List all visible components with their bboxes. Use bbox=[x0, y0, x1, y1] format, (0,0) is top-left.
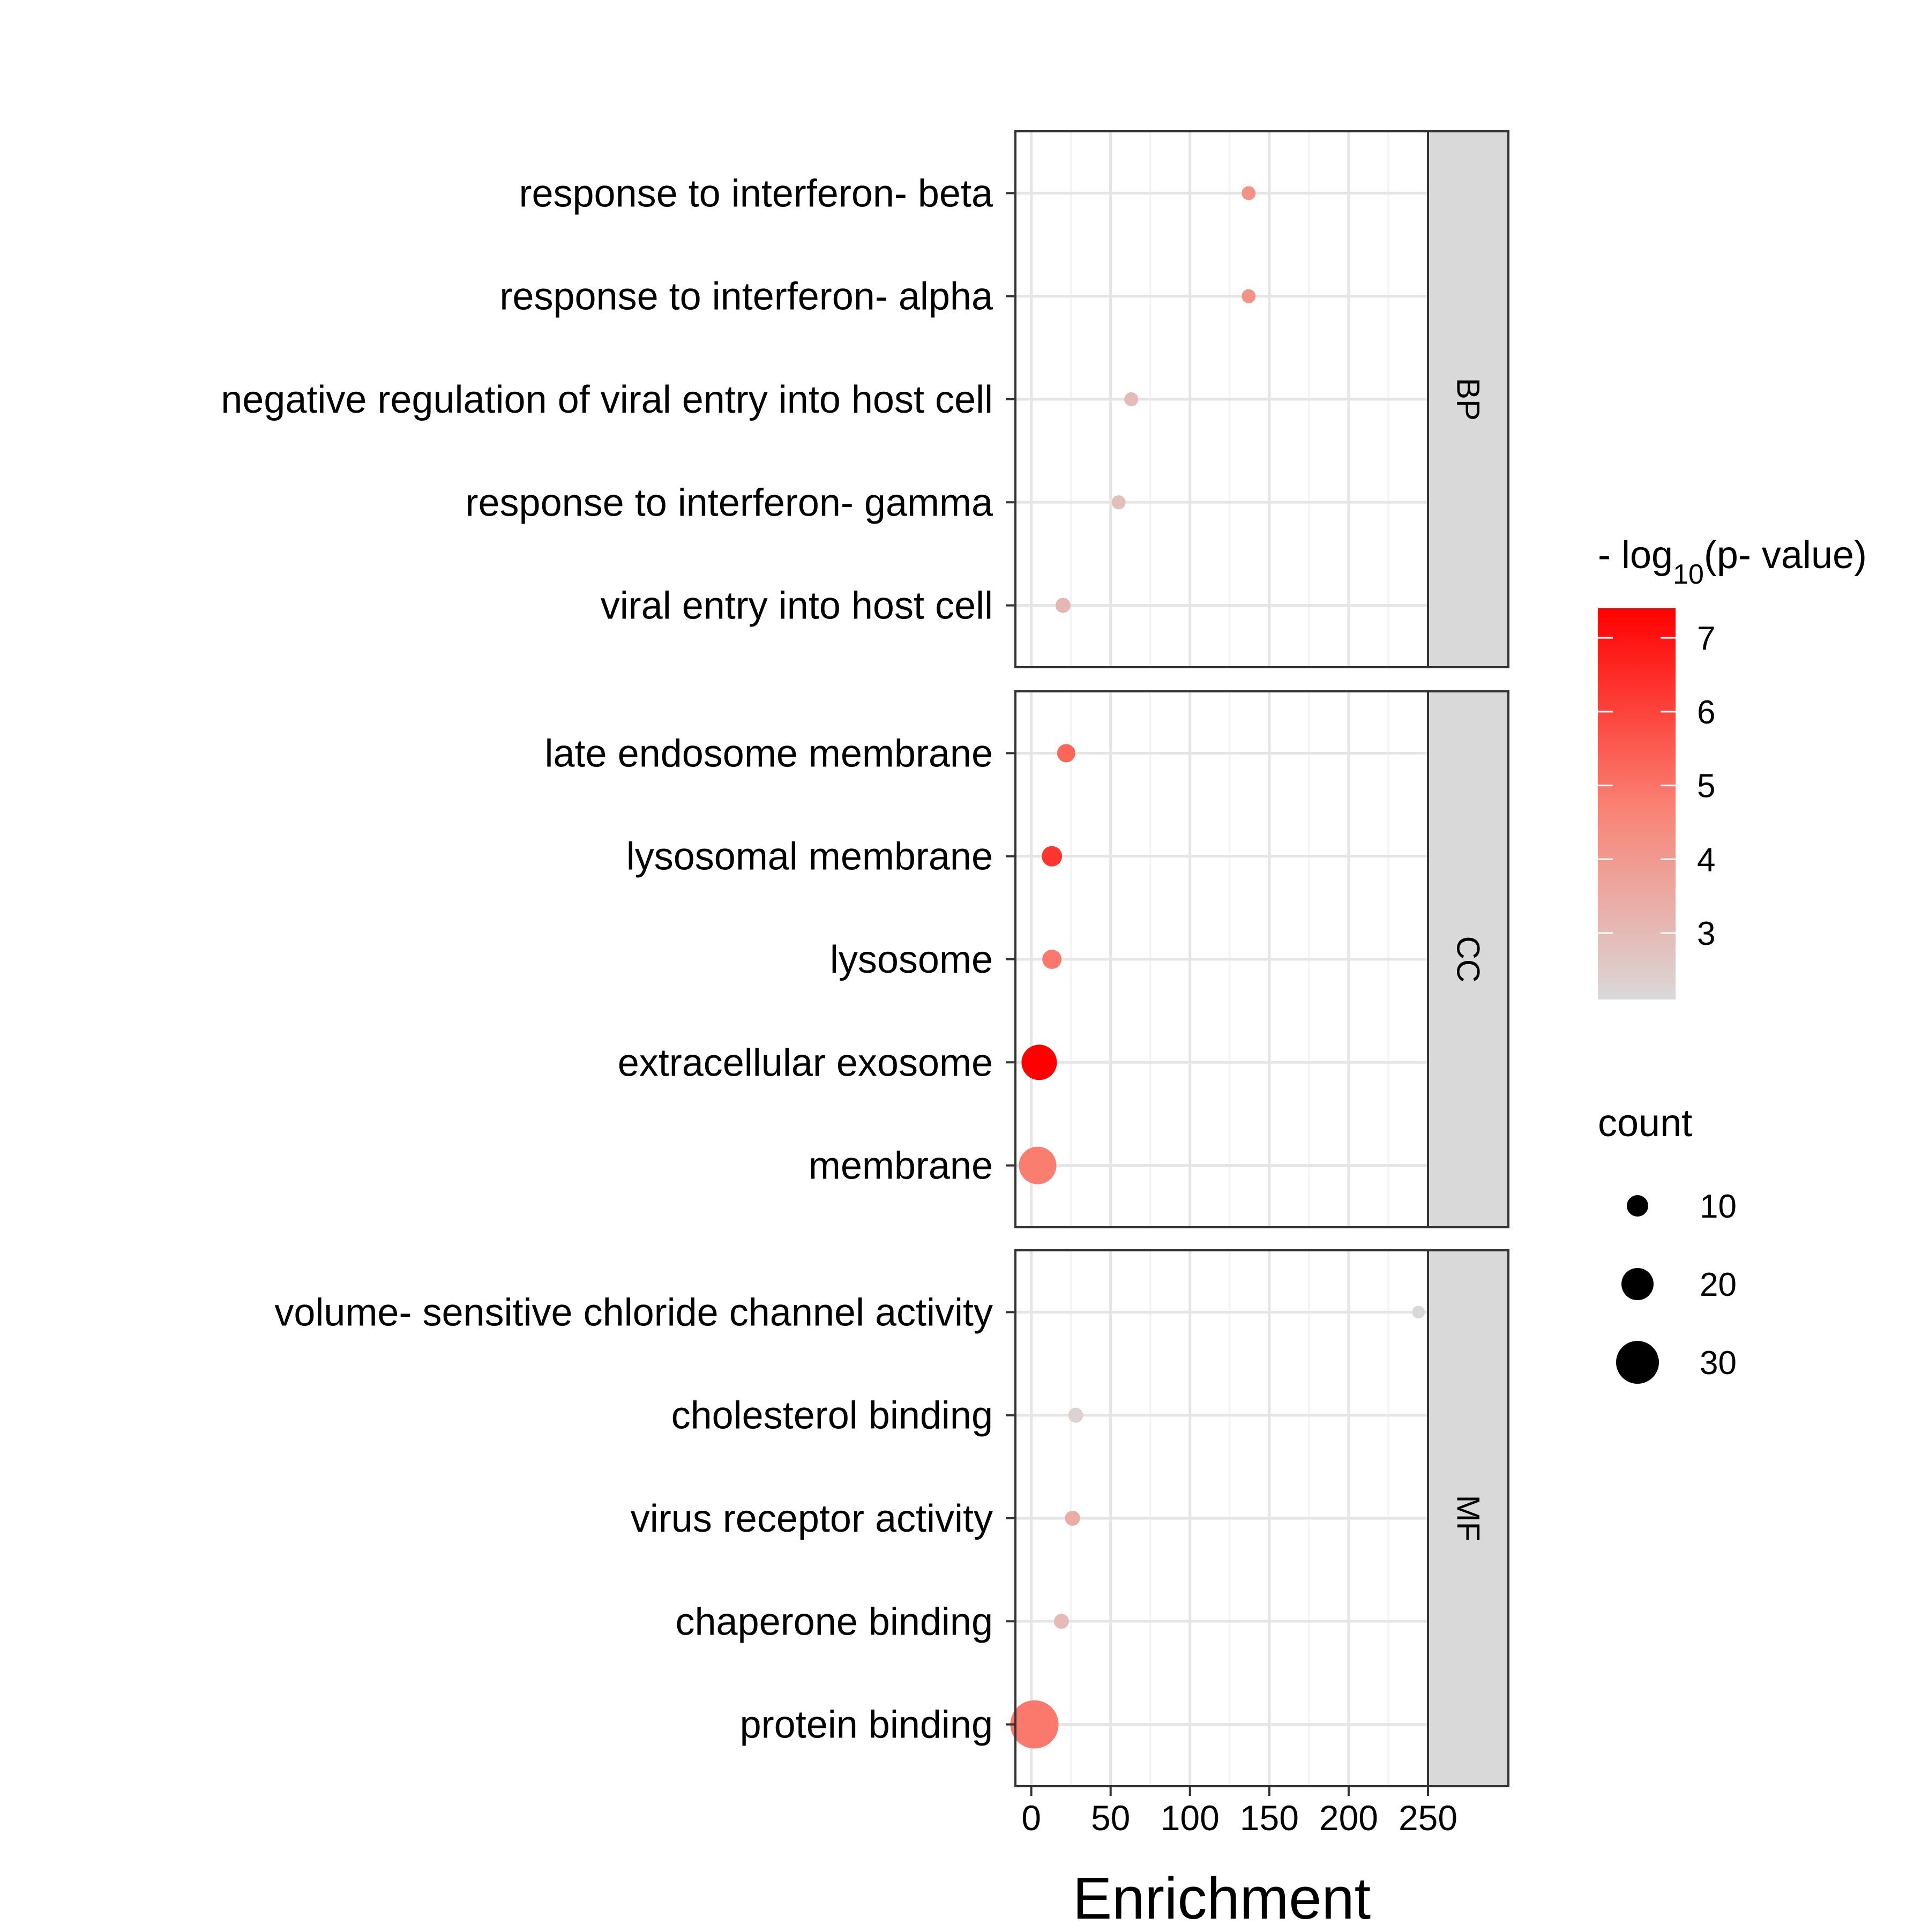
y-tick-label: chaperone binding bbox=[676, 1600, 993, 1643]
facet-strip bbox=[1427, 1249, 1509, 1787]
size-legend-key bbox=[1616, 1341, 1659, 1384]
size-legend-title: count bbox=[1598, 1102, 1692, 1145]
data-point bbox=[1065, 1511, 1080, 1526]
x-tick-label: 200 bbox=[1319, 1798, 1378, 1838]
colorbar-tick-label: 4 bbox=[1697, 841, 1715, 878]
y-tick-label: protein binding bbox=[740, 1704, 993, 1747]
size-legend-label: 30 bbox=[1700, 1345, 1737, 1382]
data-point bbox=[1010, 1700, 1059, 1749]
size-legend-label: 20 bbox=[1700, 1266, 1737, 1303]
data-point bbox=[1242, 186, 1256, 200]
panel-mf: volume- sensitive chloride channel activ… bbox=[274, 1249, 1509, 1787]
data-point bbox=[1019, 1146, 1057, 1184]
y-tick-label: late endosome membrane bbox=[545, 732, 993, 775]
data-point bbox=[1242, 289, 1256, 303]
panel-cc: late endosome membrane lysosomal membrane… bbox=[545, 690, 1509, 1228]
colorbar-tick-label: 7 bbox=[1697, 620, 1715, 657]
y-tick-label: cholesterol binding bbox=[671, 1394, 993, 1437]
facet-strip-label: CC bbox=[1451, 936, 1486, 983]
facet-strip bbox=[1427, 130, 1509, 668]
data-point bbox=[1111, 495, 1126, 510]
data-point bbox=[1021, 1045, 1057, 1080]
y-tick-label: response to interferon- alpha bbox=[499, 275, 993, 318]
facet-strip-label: MF bbox=[1451, 1495, 1486, 1542]
y-tick-label: lysosomal membrane bbox=[626, 836, 993, 878]
data-point bbox=[1057, 744, 1075, 763]
x-tick-label: 150 bbox=[1240, 1798, 1299, 1838]
x-tick-label: 50 bbox=[1091, 1798, 1130, 1838]
x-axis-title: Enrichment bbox=[1073, 1866, 1371, 1929]
y-tick-label: virus receptor activity bbox=[631, 1497, 993, 1540]
size-legend-key bbox=[1627, 1195, 1648, 1217]
data-point bbox=[1412, 1306, 1425, 1319]
color-legend-title: - log10(p- value) bbox=[1598, 534, 1867, 590]
y-tick-label: lysosome bbox=[830, 938, 993, 981]
size-legend-label: 10 bbox=[1700, 1188, 1737, 1225]
colorbar-tick-label: 3 bbox=[1697, 915, 1715, 952]
data-point bbox=[1068, 1407, 1083, 1423]
x-tick-label: 0 bbox=[1021, 1798, 1041, 1838]
panel-bp: response to interferon- beta response to … bbox=[221, 130, 1509, 668]
y-tick-label: extracellular exosome bbox=[618, 1041, 993, 1084]
x-tick-label: 250 bbox=[1399, 1798, 1457, 1838]
data-point bbox=[1055, 598, 1071, 613]
data-point bbox=[1124, 392, 1139, 406]
y-tick-label: membrane bbox=[809, 1145, 993, 1188]
colorbar-tick-label: 5 bbox=[1697, 768, 1715, 805]
y-tick-label: negative regulation of viral entry into … bbox=[221, 378, 993, 421]
size-legend-key bbox=[1621, 1268, 1654, 1300]
data-point bbox=[1053, 1614, 1069, 1629]
data-point bbox=[1042, 846, 1063, 867]
colorbar-tick-label: 6 bbox=[1697, 694, 1715, 731]
facet-strip-label: BP bbox=[1451, 378, 1486, 421]
data-point bbox=[1042, 950, 1062, 969]
y-tick-label: response to interferon- beta bbox=[519, 172, 993, 215]
y-tick-label: viral entry into host cell bbox=[601, 585, 993, 628]
facet-strip bbox=[1427, 690, 1509, 1228]
x-tick-label: 100 bbox=[1161, 1798, 1220, 1838]
colorbar bbox=[1598, 608, 1676, 999]
y-tick-label: volume- sensitive chloride channel activ… bbox=[274, 1291, 993, 1334]
y-tick-label: response to interferon- gamma bbox=[466, 481, 993, 524]
